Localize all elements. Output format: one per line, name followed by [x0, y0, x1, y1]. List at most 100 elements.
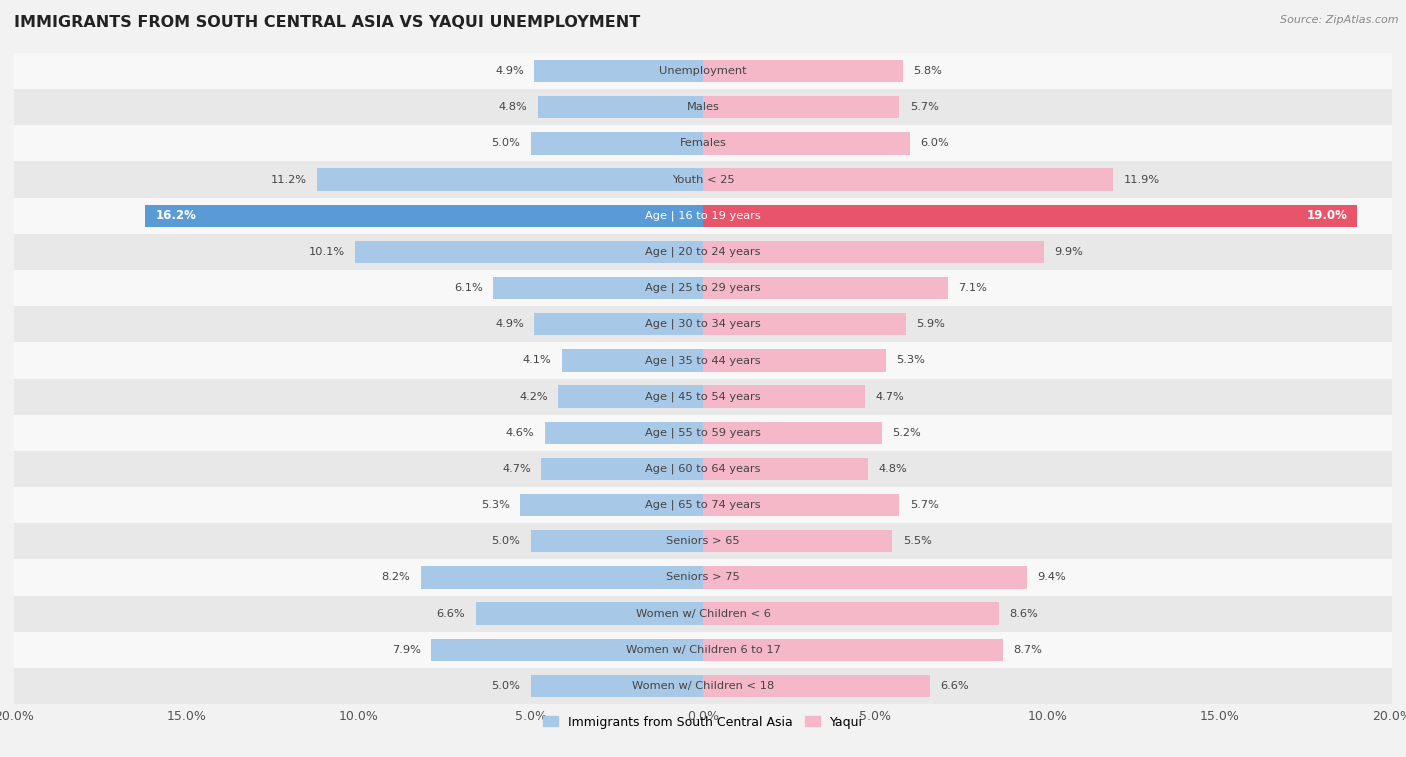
- Bar: [14, 198, 1392, 234]
- Text: 11.9%: 11.9%: [1123, 175, 1160, 185]
- Text: 4.9%: 4.9%: [495, 66, 524, 76]
- Text: 8.6%: 8.6%: [1010, 609, 1038, 618]
- Text: 4.1%: 4.1%: [523, 356, 551, 366]
- Text: 5.7%: 5.7%: [910, 500, 939, 510]
- Bar: [703, 422, 882, 444]
- Bar: [703, 458, 869, 480]
- Text: Youth < 25: Youth < 25: [672, 175, 734, 185]
- Bar: [14, 378, 1392, 415]
- Bar: [14, 451, 1392, 487]
- Bar: [531, 132, 703, 154]
- Bar: [703, 349, 886, 372]
- Bar: [318, 168, 703, 191]
- Text: Age | 65 to 74 years: Age | 65 to 74 years: [645, 500, 761, 510]
- Text: Age | 55 to 59 years: Age | 55 to 59 years: [645, 428, 761, 438]
- Text: 5.3%: 5.3%: [896, 356, 925, 366]
- Bar: [703, 530, 893, 553]
- Bar: [703, 168, 1114, 191]
- Bar: [703, 60, 903, 83]
- Text: 4.2%: 4.2%: [519, 391, 548, 401]
- Text: 4.7%: 4.7%: [875, 391, 904, 401]
- Text: 5.9%: 5.9%: [917, 319, 945, 329]
- Text: Age | 25 to 29 years: Age | 25 to 29 years: [645, 283, 761, 293]
- Bar: [703, 313, 907, 335]
- Bar: [356, 241, 703, 263]
- Text: 9.9%: 9.9%: [1054, 247, 1083, 257]
- Text: Age | 60 to 64 years: Age | 60 to 64 years: [645, 464, 761, 474]
- Text: 8.2%: 8.2%: [381, 572, 411, 582]
- Text: 11.2%: 11.2%: [271, 175, 307, 185]
- Text: 10.1%: 10.1%: [309, 247, 344, 257]
- Text: 4.9%: 4.9%: [495, 319, 524, 329]
- Bar: [494, 277, 703, 299]
- Text: 6.6%: 6.6%: [941, 681, 969, 691]
- Bar: [14, 89, 1392, 126]
- Bar: [14, 631, 1392, 668]
- Bar: [703, 241, 1045, 263]
- Bar: [14, 342, 1392, 378]
- Text: 5.5%: 5.5%: [903, 536, 932, 547]
- Legend: Immigrants from South Central Asia, Yaqui: Immigrants from South Central Asia, Yaqu…: [538, 711, 868, 734]
- Text: 5.0%: 5.0%: [492, 536, 520, 547]
- Text: 5.7%: 5.7%: [910, 102, 939, 112]
- Bar: [537, 96, 703, 118]
- Text: Seniors > 65: Seniors > 65: [666, 536, 740, 547]
- Text: Females: Females: [679, 139, 727, 148]
- Bar: [703, 603, 1000, 625]
- Bar: [558, 385, 703, 408]
- Text: Women w/ Children 6 to 17: Women w/ Children 6 to 17: [626, 645, 780, 655]
- Text: 8.7%: 8.7%: [1012, 645, 1042, 655]
- Bar: [544, 422, 703, 444]
- Bar: [520, 494, 703, 516]
- Text: IMMIGRANTS FROM SOUTH CENTRAL ASIA VS YAQUI UNEMPLOYMENT: IMMIGRANTS FROM SOUTH CENTRAL ASIA VS YA…: [14, 15, 640, 30]
- Text: 4.7%: 4.7%: [502, 464, 531, 474]
- Text: Women w/ Children < 18: Women w/ Children < 18: [631, 681, 775, 691]
- Text: Women w/ Children < 6: Women w/ Children < 6: [636, 609, 770, 618]
- Bar: [703, 639, 1002, 661]
- Bar: [703, 674, 931, 697]
- Text: 4.8%: 4.8%: [499, 102, 527, 112]
- Bar: [14, 487, 1392, 523]
- Text: Age | 45 to 54 years: Age | 45 to 54 years: [645, 391, 761, 402]
- Text: 9.4%: 9.4%: [1038, 572, 1066, 582]
- Text: 6.1%: 6.1%: [454, 283, 482, 293]
- Text: 4.6%: 4.6%: [506, 428, 534, 438]
- Bar: [145, 204, 703, 227]
- Bar: [14, 126, 1392, 161]
- Text: 4.8%: 4.8%: [879, 464, 907, 474]
- Bar: [703, 277, 948, 299]
- Bar: [420, 566, 703, 589]
- Bar: [541, 458, 703, 480]
- Bar: [703, 385, 865, 408]
- Bar: [14, 53, 1392, 89]
- Bar: [703, 566, 1026, 589]
- Text: 16.2%: 16.2%: [155, 209, 197, 223]
- Bar: [703, 96, 900, 118]
- Bar: [14, 668, 1392, 704]
- Text: 5.2%: 5.2%: [893, 428, 921, 438]
- Text: Seniors > 75: Seniors > 75: [666, 572, 740, 582]
- Bar: [14, 415, 1392, 451]
- Text: 6.6%: 6.6%: [437, 609, 465, 618]
- Text: 5.0%: 5.0%: [492, 681, 520, 691]
- Text: 5.8%: 5.8%: [912, 66, 942, 76]
- Bar: [703, 132, 910, 154]
- Text: Age | 20 to 24 years: Age | 20 to 24 years: [645, 247, 761, 257]
- Bar: [14, 161, 1392, 198]
- Bar: [475, 603, 703, 625]
- Text: 7.9%: 7.9%: [392, 645, 420, 655]
- Text: 19.0%: 19.0%: [1306, 209, 1347, 223]
- Bar: [14, 270, 1392, 306]
- Text: Males: Males: [686, 102, 720, 112]
- Text: 5.3%: 5.3%: [481, 500, 510, 510]
- Text: 5.0%: 5.0%: [492, 139, 520, 148]
- Text: Age | 35 to 44 years: Age | 35 to 44 years: [645, 355, 761, 366]
- Text: 7.1%: 7.1%: [957, 283, 987, 293]
- Bar: [703, 204, 1358, 227]
- Bar: [430, 639, 703, 661]
- Text: Age | 16 to 19 years: Age | 16 to 19 years: [645, 210, 761, 221]
- Text: 6.0%: 6.0%: [920, 139, 949, 148]
- Bar: [531, 530, 703, 553]
- Bar: [534, 313, 703, 335]
- Text: Unemployment: Unemployment: [659, 66, 747, 76]
